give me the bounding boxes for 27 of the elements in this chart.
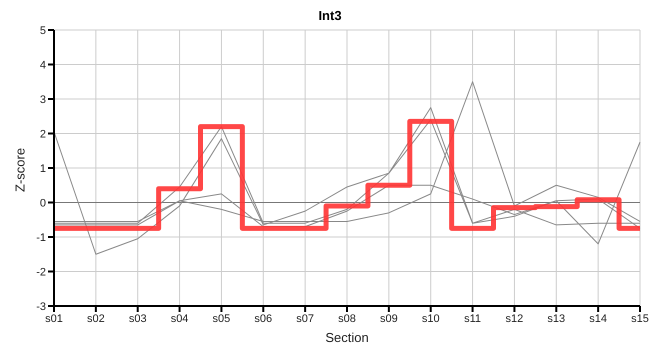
x-tick-label: s07 [296,312,314,325]
x-tick-label: s09 [380,312,398,325]
x-tick-label: s02 [86,312,105,325]
y-tick-label: -2 [36,266,46,278]
x-tick-label: s11 [464,312,482,325]
x-tick-label: s15 [631,312,649,325]
y-axis-title: Z-score [12,148,28,192]
y-tick-label: -3 [36,300,46,313]
x-tick-label: s12 [506,312,524,325]
y-tick-label: 0 [40,197,46,210]
y-tick-label: 1 [40,162,46,175]
x-tick-label: s08 [338,312,356,325]
y-tick-label: 3 [40,94,46,106]
y-tick-label: 4 [40,59,46,72]
x-tick-label: s10 [422,312,440,325]
chart-title: Int3 [317,8,343,25]
x-tick-label: s13 [547,312,566,325]
x-tick-label: s03 [128,312,147,325]
y-tick-label: -1 [36,232,46,244]
x-tick-label: s05 [212,312,230,325]
x-tick-label: s06 [254,312,272,325]
x-tick-label: s01 [45,312,63,325]
x-axis-title: Section [325,330,369,345]
x-tick-label: s14 [589,312,608,325]
x-tick-label: s04 [170,312,188,325]
y-tick-label: 2 [40,128,46,140]
y-tick-label: 5 [40,24,46,37]
